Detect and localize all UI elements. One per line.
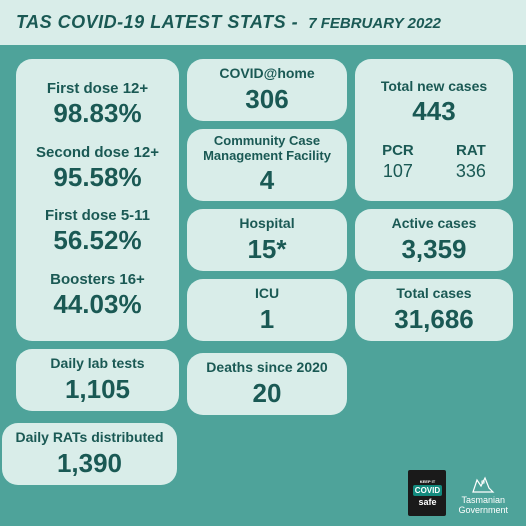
card-label: Community Case Management Facility [191,134,343,164]
card-value: 4 [260,165,274,196]
header-bar: TAS COVID-19 LATEST STATS - 7 FEBRUARY 2… [0,0,526,45]
vaccination-card: First dose 12+ 98.83% Second dose 12+ 95… [16,59,179,341]
total-cases-card: Total cases 31,686 [355,279,513,341]
daily-rats-card: Daily RATs distributed 1,390 [2,423,177,485]
vax-first-dose-5-11: First dose 5-11 56.52% [45,207,150,256]
vax-value: 44.03% [50,289,145,320]
header-date: 7 FEBRUARY 2022 [308,15,441,32]
vax-label: First dose 5-11 [45,207,150,224]
card-value: 15* [247,234,286,265]
footer-logos: KEEP IT COVID safe Tasmanian Government [408,470,508,516]
card-value: 1,105 [65,374,130,405]
rat-value: 336 [456,161,486,182]
card-label: Hospital [239,215,294,231]
covid-at-home-card: COVID@home 306 [187,59,347,121]
vax-label: Second dose 12+ [36,144,159,161]
safe-text: safe [418,497,436,507]
card-label: ICU [255,285,279,301]
vax-second-dose-12: Second dose 12+ 95.58% [36,144,159,193]
tiger-icon [469,472,497,496]
stats-grid: First dose 12+ 98.83% Second dose 12+ 95… [0,45,526,499]
tasgov-line2: Government [458,506,508,516]
card-value: 1 [260,304,274,335]
deaths-card: Deaths since 2020 20 [187,353,347,415]
card-label: Daily RATs distributed [15,429,163,445]
covid-safe-logo: KEEP IT COVID safe [408,470,446,516]
card-label: Total new cases [381,78,487,94]
vax-first-dose-12: First dose 12+ 98.83% [47,80,148,129]
vax-label: First dose 12+ [47,80,148,97]
card-value: 306 [245,84,288,115]
card-value: 1,390 [57,448,122,479]
community-case-facility-card: Community Case Management Facility 4 [187,129,347,201]
pcr-label: PCR [382,142,414,159]
card-label: Active cases [392,215,477,231]
vax-boosters-16: Boosters 16+ 44.03% [50,271,145,320]
vax-value: 95.58% [36,162,159,193]
card-label: COVID@home [219,65,314,81]
header-title: TAS COVID-19 LATEST STATS - [16,12,298,33]
card-value: 31,686 [394,304,474,335]
daily-lab-tests-card: Daily lab tests 1,105 [16,349,179,411]
vax-label: Boosters 16+ [50,271,145,288]
card-value: 20 [253,378,282,409]
rat-column: RAT 336 [456,142,486,182]
card-label: Total cases [396,285,471,301]
pcr-column: PCR 107 [382,142,414,182]
vax-value: 56.52% [45,225,150,256]
card-label: Deaths since 2020 [206,359,327,375]
covid-text: COVID [413,485,442,496]
card-value: 443 [381,96,487,127]
active-cases-card: Active cases 3,359 [355,209,513,271]
rat-label: RAT [456,142,486,159]
card-label: Daily lab tests [50,355,144,371]
icu-card: ICU 1 [187,279,347,341]
keepit-text: KEEP IT [420,479,436,484]
hospital-card: Hospital 15* [187,209,347,271]
pcr-value: 107 [382,161,414,182]
pcr-rat-breakdown: PCR 107 RAT 336 [361,142,507,182]
new-cases-card: Total new cases 443 PCR 107 RAT 336 [355,59,513,201]
tasmanian-government-logo: Tasmanian Government [458,472,508,516]
card-value: 3,359 [401,234,466,265]
vax-value: 98.83% [47,98,148,129]
